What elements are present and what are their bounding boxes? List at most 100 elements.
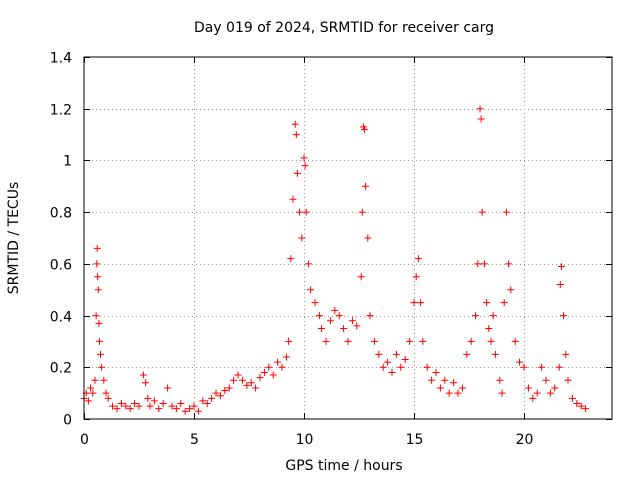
data-point xyxy=(301,162,309,170)
data-point xyxy=(472,312,480,320)
data-point xyxy=(511,337,519,345)
data-point xyxy=(467,337,475,345)
data-point xyxy=(221,387,229,395)
plot-frame xyxy=(83,56,613,420)
data-point xyxy=(278,363,286,371)
data-point xyxy=(172,405,180,413)
data-point xyxy=(551,384,559,392)
y-tick-label: 0 xyxy=(63,413,72,429)
data-point xyxy=(225,384,233,392)
data-point xyxy=(304,260,312,268)
data-point xyxy=(113,405,121,413)
data-point xyxy=(216,392,224,400)
chart-title: Day 019 of 2024, SRMTID for receiver car… xyxy=(194,20,494,36)
data-point xyxy=(428,376,436,384)
data-point xyxy=(307,286,315,294)
data-point xyxy=(480,260,488,268)
data-point xyxy=(94,286,102,294)
data-point xyxy=(230,376,238,384)
data-point xyxy=(326,317,334,325)
data-point xyxy=(450,379,458,387)
data-point xyxy=(203,399,211,407)
data-points xyxy=(80,105,590,415)
data-point xyxy=(489,312,497,320)
data-point xyxy=(95,337,103,345)
data-point xyxy=(181,407,189,415)
data-point xyxy=(144,394,152,402)
data-point xyxy=(340,325,348,332)
y-tick-label: 0.8 xyxy=(50,206,72,222)
data-point xyxy=(282,353,290,361)
data-point xyxy=(117,399,125,407)
data-point xyxy=(199,397,207,405)
data-point xyxy=(95,319,103,327)
data-point xyxy=(104,394,112,402)
data-point xyxy=(498,389,506,397)
data-point xyxy=(432,368,440,376)
data-point xyxy=(93,244,101,252)
data-point xyxy=(135,402,143,410)
data-point xyxy=(568,394,576,402)
data-point xyxy=(208,394,216,402)
data-point xyxy=(177,399,185,407)
data-point xyxy=(348,317,356,325)
data-point xyxy=(94,273,102,281)
data-point xyxy=(557,262,565,270)
data-point xyxy=(292,131,300,139)
data-point xyxy=(505,260,513,268)
data-point xyxy=(300,154,308,162)
data-point xyxy=(417,299,425,307)
data-point xyxy=(155,405,163,413)
x-tick-label: 5 xyxy=(190,432,199,448)
data-point xyxy=(577,402,585,410)
data-point xyxy=(100,376,108,384)
y-tick-label: 1.4 xyxy=(50,51,72,67)
data-point xyxy=(564,376,572,384)
data-point xyxy=(476,105,484,113)
data-point xyxy=(379,363,387,371)
y-tick-label: 0.6 xyxy=(50,258,72,274)
data-point xyxy=(463,350,471,358)
data-point xyxy=(478,208,486,216)
data-point xyxy=(291,120,299,128)
x-tick-label: 10 xyxy=(296,432,314,448)
data-point xyxy=(186,405,194,413)
data-point xyxy=(260,368,268,376)
gridlines xyxy=(84,57,612,419)
x-tick-label: 15 xyxy=(406,432,424,448)
data-point xyxy=(168,402,176,410)
data-point xyxy=(146,402,154,410)
data-point xyxy=(364,234,372,242)
data-point xyxy=(362,182,370,190)
data-point xyxy=(436,384,444,392)
data-point xyxy=(392,350,400,358)
data-point xyxy=(318,325,326,332)
data-point xyxy=(91,376,99,384)
data-point xyxy=(247,379,255,387)
data-point xyxy=(500,299,508,307)
data-point xyxy=(238,376,246,384)
data-point xyxy=(582,405,590,413)
data-point xyxy=(159,399,167,407)
data-point xyxy=(150,397,158,405)
data-point xyxy=(454,389,462,397)
data-point xyxy=(361,125,368,133)
data-point xyxy=(520,363,528,371)
data-point xyxy=(87,384,95,392)
y-tick-label: 1 xyxy=(63,154,72,170)
axis-ticks: 0 0.2 0.4 0.6 0.8 1 1.2 1.4 0 5 10 15 20 xyxy=(50,51,612,448)
data-point xyxy=(126,405,134,413)
data-point xyxy=(397,363,405,371)
data-point xyxy=(252,384,260,392)
data-point xyxy=(384,358,392,366)
data-point xyxy=(139,371,147,379)
data-point xyxy=(477,115,485,123)
y-tick-label: 0.4 xyxy=(50,310,72,326)
data-point xyxy=(285,337,293,345)
data-point xyxy=(366,312,374,320)
data-point xyxy=(487,337,495,345)
data-point xyxy=(555,363,563,371)
data-point xyxy=(556,281,564,289)
data-point xyxy=(287,255,295,263)
